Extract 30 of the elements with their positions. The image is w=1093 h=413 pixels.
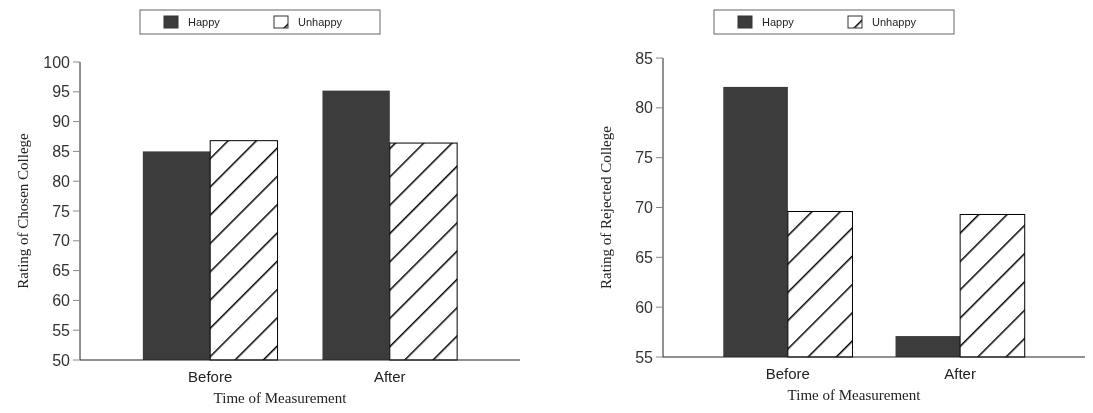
x-tick-label: Before xyxy=(765,365,810,382)
y-tick-label: 60 xyxy=(635,298,654,316)
legend-label: Happy xyxy=(188,15,221,28)
x-axis-title: Time of Measurement xyxy=(787,387,922,403)
y-tick-label: 55 xyxy=(52,321,71,339)
y-tick-label: 60 xyxy=(52,292,71,309)
y-tick-label: 95 xyxy=(52,83,71,101)
y-tick-label: 65 xyxy=(52,262,71,280)
y-axis-title: Rating of Chosen College xyxy=(15,132,31,289)
y-tick-label: 70 xyxy=(52,232,71,250)
legend-label: Happy xyxy=(762,15,795,28)
y-tick-label: 90 xyxy=(52,113,71,131)
y-tick-label: 50 xyxy=(52,351,71,369)
y-tick-label: 75 xyxy=(635,149,654,167)
y-tick-label: 55 xyxy=(635,348,654,366)
x-tick-label: Before xyxy=(188,368,233,385)
y-tick-label: 75 xyxy=(52,202,71,220)
y-tick-label: 80 xyxy=(52,172,71,190)
y-tick-label: 85 xyxy=(635,49,654,67)
y-tick-label: 80 xyxy=(635,99,654,117)
y-axis-title: Rating of Rejected College xyxy=(598,125,614,289)
legend-label: Unhappy xyxy=(872,15,917,28)
x-tick-label: After xyxy=(373,368,406,385)
x-tick-label: After xyxy=(944,365,976,382)
y-tick-label: 85 xyxy=(52,143,71,160)
y-tick-label: 100 xyxy=(43,53,71,71)
y-tick-label: 65 xyxy=(635,248,654,266)
x-axis-title: Time of Measurement xyxy=(213,390,348,406)
legend-label: Unhappy xyxy=(298,15,343,28)
y-tick-label: 70 xyxy=(635,199,654,217)
